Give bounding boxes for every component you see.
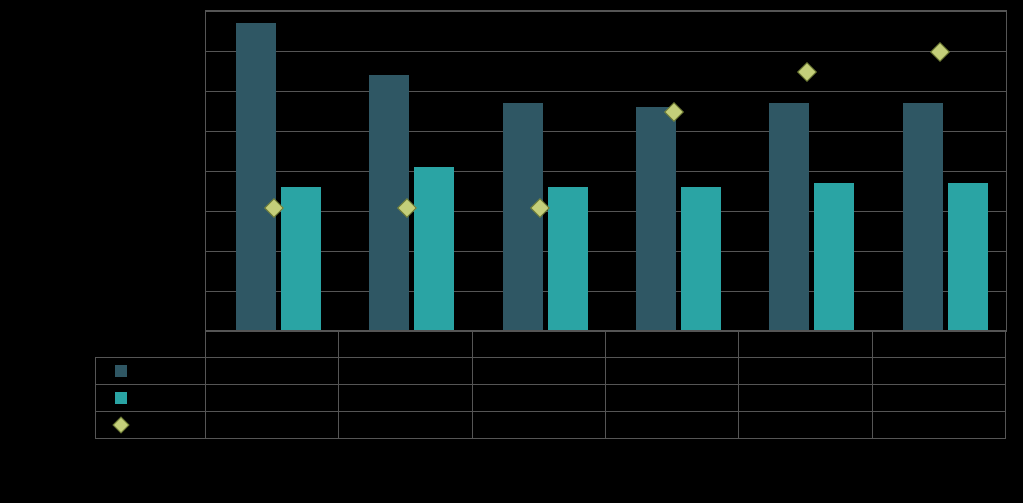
gridline [206, 51, 1006, 52]
data-cell [739, 385, 872, 412]
data-cell [872, 358, 1005, 385]
legend-cell [96, 412, 206, 439]
gridline [206, 291, 1006, 292]
gridline [206, 251, 1006, 252]
legend-cell [96, 385, 206, 412]
data-cell [206, 358, 339, 385]
data-cell [605, 358, 738, 385]
data-table [95, 330, 1006, 439]
data-cell [605, 385, 738, 412]
data-cell [472, 412, 605, 439]
legend-swatch-b [115, 392, 127, 404]
data-cell [339, 358, 472, 385]
bar-b [681, 187, 721, 331]
category-header-cell [472, 331, 605, 358]
gridline [206, 91, 1006, 92]
gridline [206, 171, 1006, 172]
data-cell [206, 385, 339, 412]
chart-root [0, 0, 1023, 503]
data-cell [472, 385, 605, 412]
category-header-cell [339, 331, 472, 358]
data-cell [339, 412, 472, 439]
bar-b [414, 167, 454, 331]
bar-b [281, 187, 321, 331]
category-header-cell [605, 331, 738, 358]
data-cell [206, 412, 339, 439]
bar-a [903, 103, 943, 331]
gridline [206, 11, 1006, 12]
data-cell [872, 385, 1005, 412]
data-cell [739, 412, 872, 439]
legend-swatch-a [115, 365, 127, 377]
data-cell [739, 358, 872, 385]
bar-a [236, 23, 276, 331]
data-cell [339, 385, 472, 412]
plot-area [205, 10, 1007, 332]
bar-b [948, 183, 988, 331]
data-cell [872, 412, 1005, 439]
marker-c [797, 62, 817, 82]
bar-a [503, 103, 543, 331]
legend-cell [96, 358, 206, 385]
category-header-cell [739, 331, 872, 358]
marker-c [930, 42, 950, 62]
gridline [206, 211, 1006, 212]
bar-a [769, 103, 809, 331]
gridline [206, 131, 1006, 132]
bar-a [636, 107, 676, 331]
category-header-cell [206, 331, 339, 358]
bar-b [814, 183, 854, 331]
legend-swatch-c [113, 416, 130, 433]
data-cell [472, 358, 605, 385]
category-header-cell [872, 331, 1005, 358]
table-corner [96, 331, 206, 358]
bar-b [548, 187, 588, 331]
data-cell [605, 412, 738, 439]
